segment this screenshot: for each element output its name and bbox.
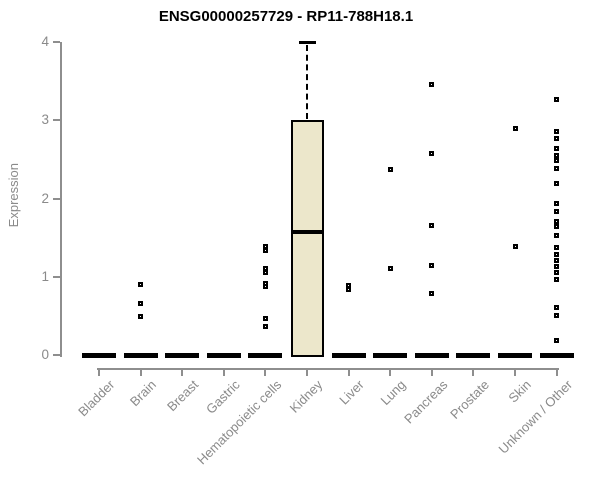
- outlier-point: [429, 223, 435, 229]
- zero-bar: [456, 352, 491, 358]
- outlier-point: [554, 244, 560, 250]
- outlier-point: [429, 291, 435, 297]
- outlier-point: [554, 277, 560, 283]
- outlier-point: [554, 135, 560, 141]
- zero-bar: [248, 352, 283, 358]
- y-tick-label: 4: [41, 34, 49, 49]
- median-line: [290, 230, 324, 235]
- outlier-point: [554, 201, 560, 207]
- x-tick-label: Brain: [127, 377, 160, 410]
- x-tick: [264, 368, 267, 376]
- y-tick: [53, 41, 60, 43]
- x-tick: [306, 368, 308, 376]
- outlier-point: [554, 166, 560, 172]
- outlier-point: [262, 270, 268, 276]
- zero-bar: [206, 352, 241, 358]
- y-tick: [53, 275, 60, 278]
- outlier-point: [554, 158, 560, 164]
- outlier-point: [262, 323, 268, 329]
- outlier-point: [512, 125, 518, 131]
- x-tick: [430, 368, 433, 376]
- y-tick: [53, 354, 60, 356]
- outlier-point: [138, 300, 144, 306]
- outlier-point: [262, 284, 268, 290]
- outlier-point: [554, 152, 560, 158]
- outlier-point: [387, 167, 393, 173]
- x-tick-label: Unknown / Other: [495, 377, 576, 457]
- y-tick-label: 1: [41, 268, 49, 284]
- whisker-line: [306, 45, 308, 120]
- outlier-point: [554, 304, 560, 310]
- outlier-point: [138, 282, 144, 288]
- outlier-point: [429, 263, 435, 269]
- x-tick-label: Pancreas: [400, 377, 451, 427]
- outlier-point: [554, 181, 560, 187]
- zero-bar: [165, 352, 200, 358]
- x-tick: [347, 368, 350, 376]
- box-plot-box: [290, 120, 324, 357]
- x-tick-label: Kidney: [286, 377, 326, 416]
- x-tick: [472, 368, 475, 376]
- outlier-point: [554, 224, 560, 230]
- y-tick-label: 2: [41, 190, 49, 206]
- outlier-point: [262, 315, 268, 321]
- outlier-point: [429, 151, 435, 157]
- x-tick-label: Breast: [163, 377, 201, 415]
- x-tick: [139, 368, 142, 376]
- outlier-point: [554, 337, 560, 343]
- zero-bar: [123, 352, 158, 358]
- outlier-point: [429, 81, 435, 87]
- outlier-point: [554, 251, 560, 257]
- zero-bar: [373, 352, 408, 358]
- x-tick-label: Prostate: [447, 377, 493, 422]
- outlier-point: [554, 97, 560, 103]
- whisker-cap: [298, 41, 316, 44]
- outlier-point: [262, 247, 268, 253]
- outlier-point: [554, 264, 560, 270]
- outlier-point: [554, 232, 560, 238]
- zero-bar: [498, 352, 532, 358]
- outlier-point: [512, 243, 518, 249]
- outlier-point: [554, 209, 560, 215]
- x-tick: [389, 368, 392, 376]
- outlier-point: [554, 145, 560, 151]
- y-axis-line: [60, 42, 62, 357]
- x-tick: [98, 368, 100, 376]
- outlier-point: [554, 257, 560, 263]
- x-tick-label: Gastric: [202, 377, 243, 417]
- zero-bar: [82, 352, 116, 358]
- y-tick-label: 3: [41, 112, 49, 128]
- chart-title: ENSG00000257729 - RP11-788H18.1: [158, 8, 414, 25]
- x-tick-label: Lung: [377, 377, 409, 409]
- x-tick-label: Liver: [336, 377, 368, 408]
- y-tick-label: 0: [41, 347, 49, 362]
- zero-bar: [539, 352, 574, 358]
- outlier-point: [554, 313, 560, 319]
- x-tick: [514, 368, 516, 376]
- x-tick-label: Bladder: [75, 377, 118, 420]
- zero-bar: [331, 352, 366, 358]
- outlier-point: [138, 314, 144, 320]
- y-tick: [53, 197, 60, 200]
- y-tick: [53, 119, 60, 122]
- x-tick-label: Skin: [505, 377, 534, 406]
- x-axis-line: [97, 368, 559, 370]
- x-tick: [222, 368, 225, 376]
- outlier-point: [554, 129, 560, 135]
- x-tick: [555, 368, 558, 376]
- outlier-point: [554, 270, 560, 276]
- outlier-point: [346, 286, 352, 292]
- zero-bar: [414, 352, 449, 358]
- outlier-point: [554, 218, 560, 224]
- outlier-point: [387, 266, 393, 272]
- x-tick: [181, 368, 184, 376]
